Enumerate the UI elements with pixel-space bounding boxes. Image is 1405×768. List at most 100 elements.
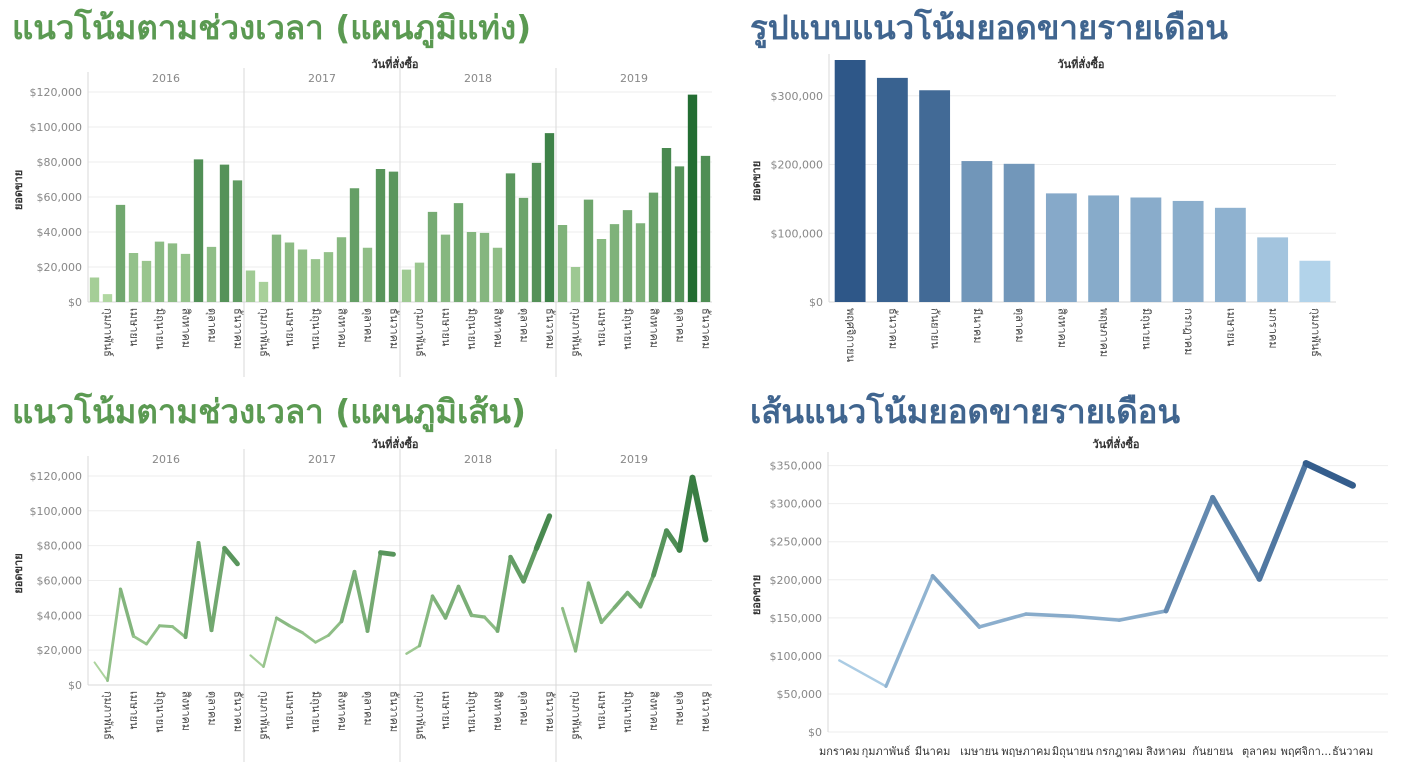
line-segment — [417, 594, 435, 648]
x-tick-label: เมษายน — [128, 308, 141, 347]
line-segment — [222, 545, 240, 567]
line-segment — [106, 587, 122, 683]
bar — [453, 203, 464, 302]
x-tick-label: ตุลาคม — [362, 691, 375, 726]
line-segment — [638, 573, 656, 609]
bar — [700, 155, 711, 302]
line-segment — [930, 573, 982, 629]
panel-title: เส้นแนวโน้มยอดขายรายเดือน — [750, 392, 1181, 431]
y-tick-label: $100,000 — [30, 121, 83, 134]
x-tick-label: สิงหาคม — [1146, 745, 1186, 758]
bar — [834, 60, 866, 302]
x-tick-label: เมษายน — [596, 308, 609, 347]
y-tick-label: $0 — [808, 726, 822, 739]
bar — [349, 188, 360, 302]
x-tick-label: กุมภาพันธ์ — [570, 308, 583, 357]
line-segment — [339, 569, 357, 624]
bar — [531, 162, 542, 302]
x-tick-label: ตุลาคม — [518, 308, 531, 343]
x-tick-label: เมษายน — [128, 691, 141, 730]
x-tick-label: ธันวาคม — [700, 691, 713, 732]
bar — [570, 267, 581, 302]
bar — [362, 247, 373, 302]
bar — [440, 234, 451, 302]
y-tick-label: $60,000 — [37, 574, 83, 587]
line-segment — [249, 654, 265, 668]
panel-title: แนวโน้มตามช่วงเวลา (แผนภูมิแท่ง) — [12, 8, 532, 47]
line-segment — [157, 624, 175, 629]
bar — [544, 133, 555, 302]
x-tick-label: มิถุนายน — [1140, 308, 1153, 350]
bar — [1257, 237, 1289, 302]
y-tick-label: $300,000 — [770, 498, 823, 511]
bar — [1130, 197, 1162, 302]
bar — [674, 166, 685, 302]
bar — [622, 210, 633, 302]
x-tick-label: กรกฎาคม — [1182, 308, 1195, 355]
column-header: วันที่สั่งซื้อ — [371, 56, 418, 71]
bar — [919, 90, 951, 302]
y-tick-label: $0 — [68, 296, 82, 309]
line-segment — [443, 584, 461, 620]
x-tick-label: พฤษภาคม — [1098, 308, 1111, 357]
bar — [609, 224, 620, 302]
x-tick-label: สิงหาคม — [336, 691, 349, 731]
y-tick-label: $120,000 — [30, 86, 83, 99]
y-axis-label: ยอดขาย — [750, 575, 763, 615]
x-tick-label: สิงหาคม — [492, 691, 505, 731]
x-tick-label: เมษายน — [440, 308, 453, 347]
y-tick-label: $20,000 — [37, 644, 83, 657]
x-tick-label: มิถุนายน — [466, 691, 479, 733]
bar — [479, 232, 490, 302]
x-tick-label: ตุลาคม — [206, 691, 219, 726]
x-tick-label: ตุลาคม — [674, 691, 687, 726]
line-segment — [274, 616, 292, 628]
x-tick-label: ธันวาคม — [232, 691, 245, 732]
year-header: 2016 — [152, 453, 180, 466]
y-tick-label: $200,000 — [771, 159, 824, 172]
x-tick-label: มกราคม — [819, 745, 860, 758]
line-segment — [132, 634, 148, 646]
x-tick-label: มีนาคม — [915, 745, 951, 758]
line-segment — [209, 546, 227, 633]
x-tick-label: ตุลาคม — [362, 308, 375, 343]
line-segment — [1302, 460, 1356, 489]
x-tick-label: กุมภาพันธ์ — [414, 691, 427, 740]
line-segment — [533, 513, 553, 551]
line-segment — [689, 474, 709, 543]
year-header: 2018 — [464, 453, 492, 466]
line-segment — [456, 584, 474, 618]
x-tick-label: ธันวาคม — [700, 308, 713, 349]
x-tick-label: สิงหาคม — [648, 308, 661, 348]
y-tick-label: $20,000 — [37, 261, 83, 274]
bar — [180, 253, 191, 302]
x-tick-label: ตุลาคม — [206, 308, 219, 343]
bar — [232, 180, 243, 302]
panel-bar-by-year: แนวโน้มตามช่วงเวลา (แผนภูมิแท่ง) วันที่ส… — [0, 0, 716, 382]
x-tick-label: มิถุนายน — [154, 308, 167, 350]
line-segment — [977, 612, 1028, 629]
x-tick-label: กรกฎาคม — [1096, 745, 1143, 758]
y-tick-label: $250,000 — [770, 536, 823, 549]
x-tick-label: สิงหาคม — [336, 308, 349, 348]
bar — [1045, 193, 1077, 302]
bar — [245, 270, 256, 302]
bar — [154, 241, 165, 302]
x-tick-label: เมษายน — [1224, 308, 1237, 347]
column-header: วันที่สั่งซื้อ — [371, 436, 418, 451]
bar — [219, 164, 230, 302]
y-tick-label: $40,000 — [37, 609, 83, 622]
bar — [310, 259, 321, 302]
y-tick-label: $60,000 — [37, 191, 83, 204]
line-segment — [118, 587, 136, 638]
x-tick-label: สิงหาคม — [492, 308, 505, 348]
x-tick-label: ธันวาคม — [544, 308, 557, 349]
y-tick-label: $0 — [809, 296, 823, 309]
line-segment — [651, 528, 669, 578]
x-tick-label: เมษายน — [596, 691, 609, 730]
x-tick-label: กุมภาพันธ์ — [102, 691, 115, 740]
line-segment — [430, 594, 448, 620]
